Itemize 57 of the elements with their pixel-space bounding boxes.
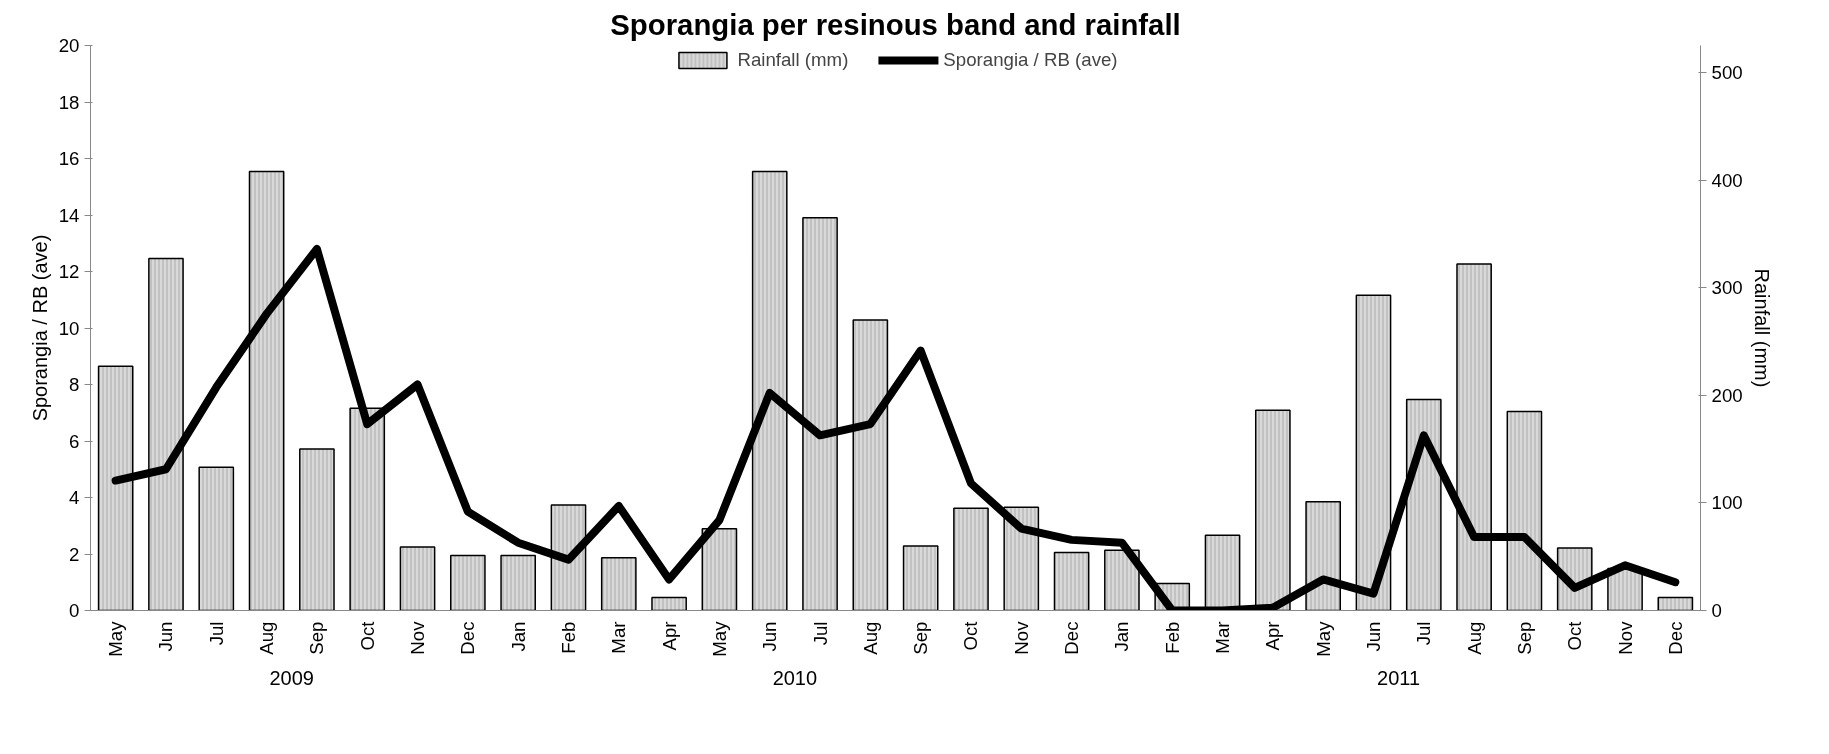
x-tick-label: Jul [1413,621,1435,646]
x-tick-label: Feb [557,621,579,654]
x-tick-label: Aug [256,621,278,655]
x-tick-label: Nov [407,620,429,655]
text: 2011 [1377,666,1421,689]
x-tick-label: Apr [1262,621,1284,651]
y-tick-label: 2 [69,543,80,565]
x-tick-label: Mar [608,621,630,654]
y2-tick-label: 300 [1711,277,1743,299]
x-tick-label: May [708,620,730,657]
x-tick-label: Mar [1212,621,1234,654]
x-tick-label: Jun [759,621,781,652]
y-tick-label: 18 [58,91,80,113]
x-tick-label: Aug [1463,621,1485,655]
x-tick-label: Jul [809,621,831,646]
y2-tick-label: 200 [1711,384,1743,406]
x-tick-label: Aug [859,621,881,655]
y-tick-label: 8 [69,374,80,395]
y-tick-label: 10 [58,317,80,339]
x-tick-label: Oct [356,620,378,651]
y-tick-label: 12 [58,261,80,282]
x-tick-label: Dec [1061,621,1083,655]
x-tick-label: Jul [205,621,227,646]
y-tick-label: 4 [69,487,80,508]
y-tick-label: 16 [58,148,80,169]
y-axis-title: Sporangia / RB (ave) [28,234,51,422]
y2-axis-title: Rainfall (mm) [1750,268,1773,388]
x-tick-label: Jun [1362,621,1384,652]
y2-tick-label: 400 [1711,169,1743,191]
text: 2009 [269,666,314,689]
x-tick-label: Feb [1161,621,1183,654]
x-tick-label: May [1312,620,1334,657]
x-tick-label: Oct [1564,620,1586,651]
x-tick-label: Dec [1664,621,1686,655]
x-tick-label: Apr [658,621,680,651]
x-tick-label: Jan [507,621,529,652]
x-tick-label: May [105,620,127,657]
text: 2010 [772,666,818,689]
x-tick-label: Jun [155,621,177,652]
y-tick-label: 14 [58,204,80,226]
y-tick-label: 0 [69,600,80,621]
x-tick-label: Oct [960,620,982,651]
x-tick-label: Dec [457,621,479,655]
chart-title: Sporangia per resinous band and rainfall [610,7,1181,41]
y-tick-label: 20 [58,35,80,56]
x-tick-label: Nov [1010,620,1032,655]
x-tick-label: Sep [306,621,328,655]
x-tick-label: Sep [1513,621,1535,655]
x-tick-label: Nov [1614,620,1636,655]
y2-tick-label: 0 [1711,600,1722,621]
y2-tick-label: 100 [1711,492,1743,514]
y-tick-label: 6 [69,430,80,452]
x-tick-label: Jan [1111,621,1133,652]
y2-tick-label: 500 [1711,61,1743,83]
x-tick-label: Sep [910,621,932,655]
legend-label: Rainfall (mm) [737,49,849,71]
legend-label: Sporangia / RB (ave) [943,49,1118,71]
